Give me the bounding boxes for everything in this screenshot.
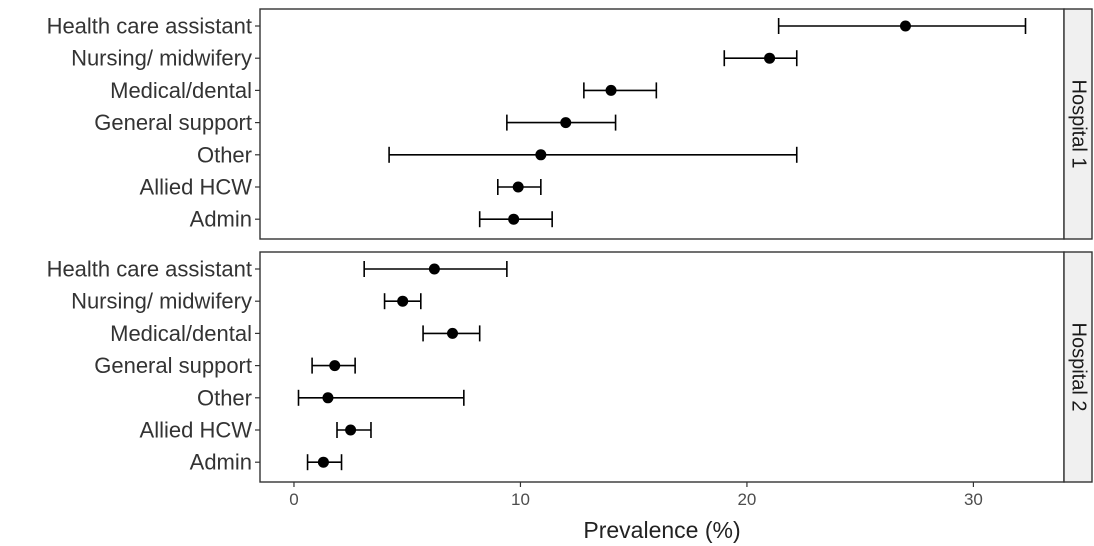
facet-strip xyxy=(1063,251,1093,483)
point-estimate xyxy=(512,181,524,193)
point-estimate xyxy=(447,327,459,339)
x-tick-label: 0 xyxy=(289,490,298,509)
category-label: Medical/dental xyxy=(110,78,252,103)
category-label: Other xyxy=(197,142,252,167)
point-estimate xyxy=(329,360,341,372)
category-label: General support xyxy=(94,110,252,135)
x-axis-title: Prevalence (%) xyxy=(583,517,740,543)
category-label: Allied HCW xyxy=(140,418,253,443)
point-estimate xyxy=(899,20,911,32)
facet-label: Hospital 1 xyxy=(1068,80,1090,169)
x-tick-label: 30 xyxy=(964,490,983,509)
point-estimate xyxy=(508,213,520,225)
x-axis: 0 10 20 30 xyxy=(289,482,983,509)
category-label: Admin xyxy=(190,450,252,475)
point-estimate xyxy=(345,424,357,436)
x-tick-label: 10 xyxy=(511,490,530,509)
category-label: Nursing/ midwifery xyxy=(71,46,252,71)
category-label: General support xyxy=(94,353,252,378)
panel-1: Hospital 1 Health care assistant Nursing/ … xyxy=(47,8,1093,240)
category-label: Other xyxy=(197,385,252,410)
point-estimate xyxy=(764,52,776,64)
point-estimate xyxy=(535,149,547,161)
point-estimate xyxy=(428,263,440,275)
panel-2: Hospital 2 Health care assistant Nursing/ … xyxy=(47,251,1093,483)
x-tick-label: 20 xyxy=(737,490,756,509)
point-estimate xyxy=(605,84,617,96)
panel-border xyxy=(259,8,1065,240)
point-estimate xyxy=(397,295,409,307)
category-label: Medical/dental xyxy=(110,321,252,346)
panel-border xyxy=(259,251,1065,483)
category-label: Admin xyxy=(190,207,252,232)
point-estimate xyxy=(317,456,329,468)
category-label: Nursing/ midwifery xyxy=(71,289,252,314)
point-estimate xyxy=(322,392,334,404)
category-label: Health care assistant xyxy=(47,257,252,282)
category-label: Allied HCW xyxy=(140,175,253,200)
panels-group: Hospital 1 Health care assistant Nursing/ … xyxy=(47,8,1093,483)
facet-strip xyxy=(1063,8,1093,240)
category-label: Health care assistant xyxy=(47,14,252,39)
facet-label: Hospital 2 xyxy=(1068,323,1090,412)
point-estimate xyxy=(560,117,572,129)
